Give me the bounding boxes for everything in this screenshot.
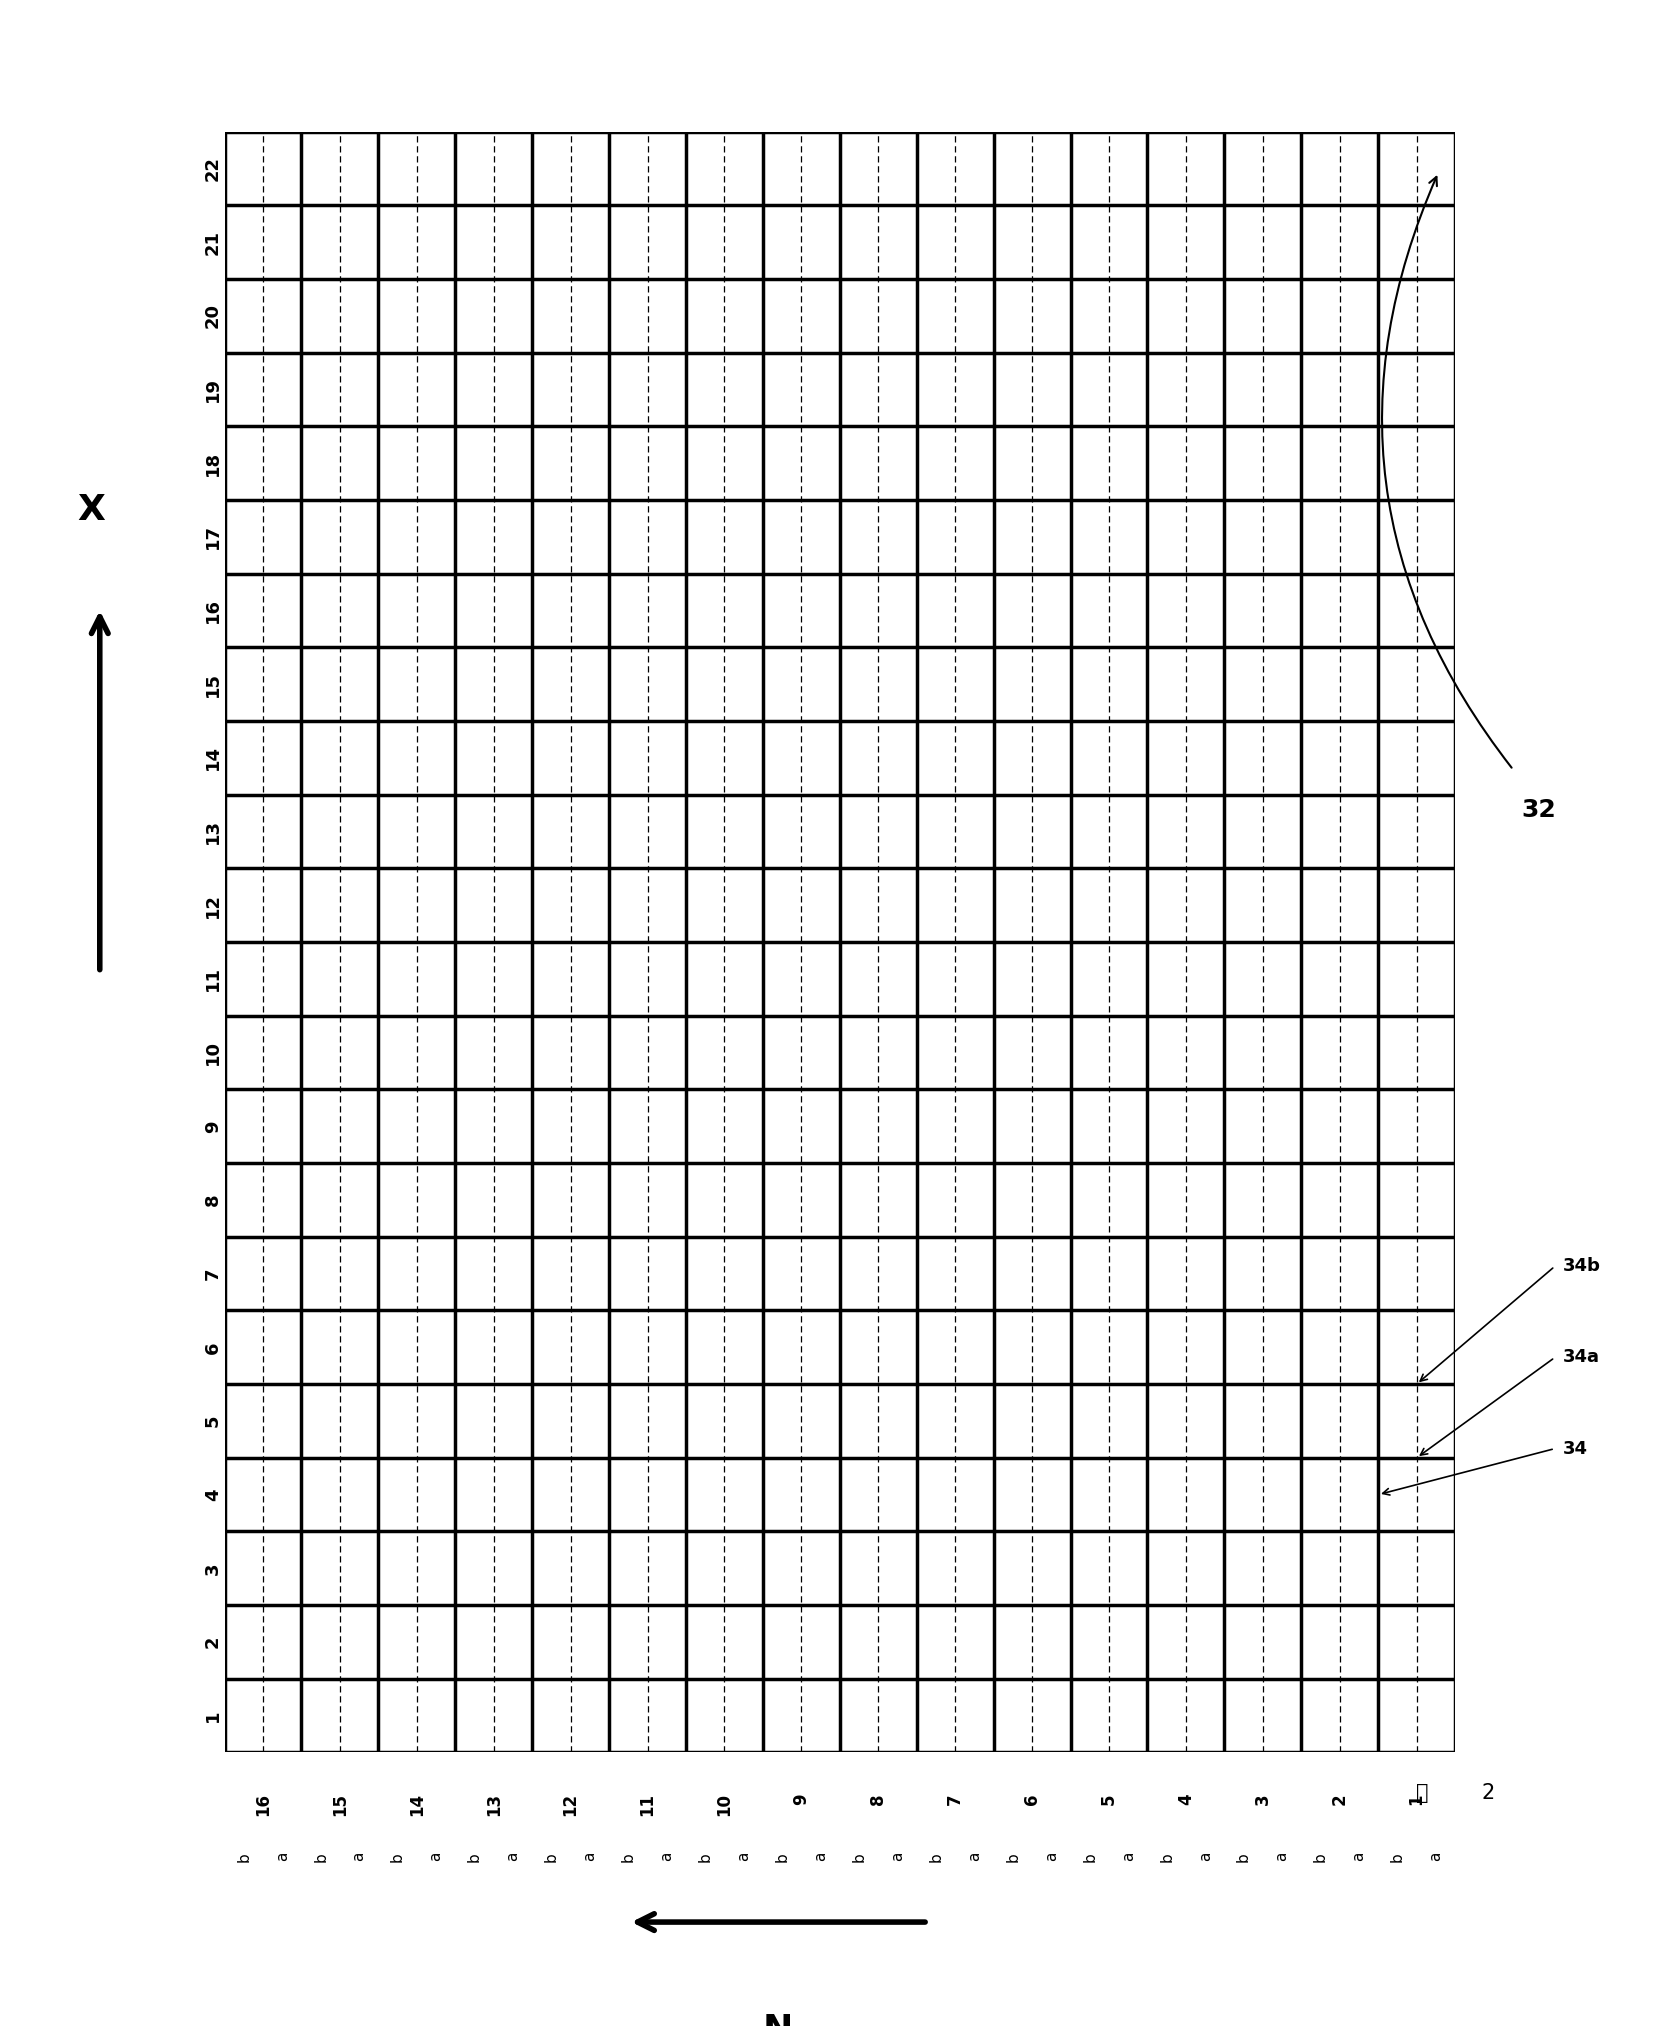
Text: b: b [1236,1852,1251,1862]
Text: b: b [928,1852,943,1862]
Text: a: a [1121,1852,1136,1862]
Text: N: N [763,2014,793,2026]
Text: a: a [1429,1852,1443,1862]
Text: 9: 9 [792,1793,810,1805]
Text: a: a [966,1852,981,1862]
Text: 16: 16 [205,598,221,624]
Text: a: a [1044,1852,1059,1862]
Text: a: a [506,1852,521,1862]
Text: 7: 7 [205,1268,221,1280]
Text: 7: 7 [946,1793,965,1805]
Text: b: b [851,1852,866,1862]
Text: 8: 8 [205,1193,221,1205]
Text: X: X [78,492,105,527]
Text: 12: 12 [205,893,221,918]
Text: 3: 3 [1254,1793,1272,1805]
Text: 19: 19 [205,377,221,401]
Text: 16: 16 [254,1793,273,1815]
Text: b: b [1159,1852,1174,1862]
Text: 5: 5 [205,1414,221,1426]
Text: 15: 15 [205,673,221,697]
Text: b: b [467,1852,482,1862]
Text: b: b [236,1852,251,1862]
Text: 2: 2 [205,1635,221,1649]
Text: 34b: 34b [1563,1258,1601,1274]
Text: b: b [1006,1852,1021,1862]
Text: 10: 10 [205,1039,221,1066]
Text: 14: 14 [205,746,221,770]
Text: a: a [429,1852,444,1862]
Text: 6: 6 [205,1341,221,1353]
Text: b: b [698,1852,713,1862]
Text: 8: 8 [870,1793,888,1805]
Text: 10: 10 [715,1793,733,1815]
Text: 15: 15 [331,1793,349,1815]
Text: a: a [1274,1852,1289,1862]
Text: a: a [737,1852,752,1862]
Text: 2: 2 [1482,1783,1495,1803]
Text: 4: 4 [205,1489,221,1501]
Text: b: b [1390,1852,1405,1862]
Text: 20: 20 [205,304,221,328]
Text: 9: 9 [205,1120,221,1133]
Text: 1: 1 [205,1710,221,1722]
Text: 11: 11 [639,1793,657,1815]
Text: 4: 4 [1177,1793,1196,1805]
Text: 17: 17 [205,525,221,549]
Text: b: b [544,1852,559,1862]
Text: b: b [775,1852,790,1862]
Text: b: b [1083,1852,1098,1862]
Text: a: a [1197,1852,1212,1862]
Text: 1: 1 [1407,1793,1425,1805]
Text: 14: 14 [407,1793,426,1815]
Text: 18: 18 [205,450,221,476]
Text: 34: 34 [1563,1440,1588,1457]
Text: a: a [582,1852,597,1862]
Text: 32: 32 [1522,798,1557,823]
Text: 21: 21 [205,229,221,255]
Text: b: b [620,1852,635,1862]
Text: 11: 11 [205,966,221,991]
Text: 22: 22 [205,156,221,180]
Text: 34a: 34a [1563,1349,1600,1366]
Text: a: a [813,1852,828,1862]
Text: a: a [1352,1852,1367,1862]
Text: 13: 13 [484,1793,502,1815]
Text: b: b [1314,1852,1329,1862]
Text: a: a [351,1852,366,1862]
Text: 13: 13 [205,819,221,845]
Text: 12: 12 [562,1793,580,1815]
Text: 2: 2 [1330,1793,1349,1805]
Text: a: a [274,1852,289,1862]
Text: 5: 5 [1099,1793,1118,1805]
Text: a: a [890,1852,905,1862]
Text: 6: 6 [1023,1793,1041,1805]
Text: b: b [391,1852,406,1862]
Text: 図: 図 [1415,1783,1429,1803]
Text: b: b [313,1852,328,1862]
Text: a: a [659,1852,674,1862]
Text: 3: 3 [205,1562,221,1574]
